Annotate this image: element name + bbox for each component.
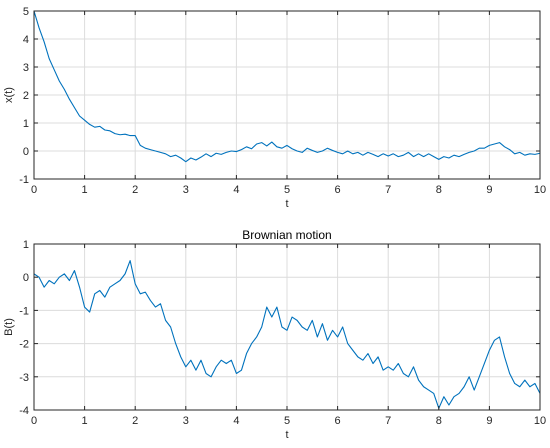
x-tick-label: 5 [284, 415, 290, 427]
x-tick-label: 0 [31, 184, 37, 196]
x-tick-label: 0 [31, 415, 37, 427]
x-tick-label: 7 [385, 184, 391, 196]
x-tick-label: 1 [82, 415, 88, 427]
y-tick-label: 5 [23, 6, 29, 18]
x-tick-label: 3 [183, 415, 189, 427]
y-axis-label: B(t) [3, 318, 15, 336]
x-tick-label: 3 [183, 184, 189, 196]
y-tick-label: 0 [23, 272, 29, 284]
y-tick-label: 3 [23, 62, 29, 74]
x-tick-label: 6 [335, 184, 341, 196]
x-tick-label: 5 [284, 184, 290, 196]
x-tick-label: 4 [233, 415, 239, 427]
y-tick-label: 1 [23, 239, 29, 251]
y-tick-label: -1 [19, 174, 29, 186]
x-tick-label: 2 [132, 184, 138, 196]
x-tick-label: 10 [534, 415, 546, 427]
series-line [33, 260, 541, 409]
y-axis-label: x(t) [3, 87, 15, 103]
y-tick-label: -1 [19, 305, 29, 317]
x-tick-label: 4 [233, 184, 239, 196]
chart-title: Brownian motion [242, 228, 331, 242]
y-tick-label: -2 [19, 339, 29, 351]
x-axis-label: t [285, 429, 288, 441]
y-tick-label: 1 [23, 118, 29, 130]
y-tick-label: 2 [23, 90, 29, 102]
lower-plot: 0 1 2 3 4 5 6 7 8 9 10 -4 -3 -2 -1 0 1 t B(t) Brownian moti… [3, 228, 546, 441]
y-tick-label: -4 [19, 405, 29, 417]
series-line [33, 10, 541, 163]
x-tick-label: 9 [486, 184, 492, 196]
x-axis-label: t [285, 198, 288, 210]
y-tick-label: 4 [23, 34, 29, 46]
x-tick-label: 8 [436, 415, 442, 427]
x-tick-label: 10 [534, 184, 546, 196]
x-tick-label: 6 [335, 415, 341, 427]
y-tick-label: -3 [19, 372, 29, 384]
x-tick-label: 7 [385, 415, 391, 427]
x-tick-label: 1 [82, 184, 88, 196]
x-tick-label: 2 [132, 415, 138, 427]
y-tick-label: 0 [23, 146, 29, 158]
x-tick-label: 8 [436, 184, 442, 196]
x-tick-label: 9 [486, 415, 492, 427]
